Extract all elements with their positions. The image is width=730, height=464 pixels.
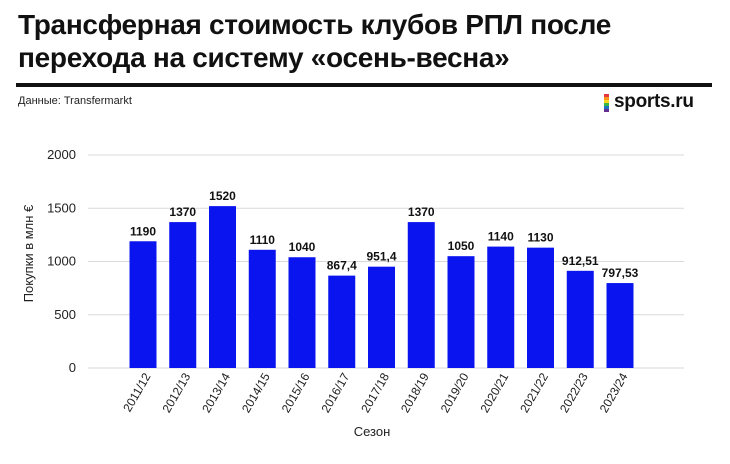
bar <box>248 249 276 368</box>
y-axis-ticks: 0 500 1000 1500 2000 <box>47 147 76 375</box>
bar <box>288 257 316 368</box>
x-tick-label: 2020/21 <box>478 370 512 415</box>
data-label: 912,51 <box>562 254 599 268</box>
bar <box>447 256 475 368</box>
y-tick-label: 1500 <box>47 200 76 215</box>
bar <box>209 206 236 368</box>
chart-title: Трансферная стоимость клубов РПЛ после п… <box>18 9 611 73</box>
x-tick-label: 2021/22 <box>517 370 551 415</box>
bar <box>606 283 634 368</box>
x-tick-label: 2017/18 <box>358 370 392 415</box>
y-tick-label: 500 <box>54 307 76 322</box>
sports-logo-icon <box>604 94 609 112</box>
x-tick-label: 2018/19 <box>398 370 432 415</box>
data-label: 797,53 <box>602 266 639 280</box>
data-label: 1370 <box>169 205 196 219</box>
x-tick-label: 2011/12 <box>120 370 154 414</box>
y-tick-label: 1000 <box>47 254 76 269</box>
x-axis-title: Сезон <box>354 424 391 439</box>
y-axis-title: Покупки в млн € <box>21 204 36 302</box>
x-tick-label: 2023/24 <box>597 370 631 415</box>
data-source: Данные: Transfermarkt <box>18 95 132 107</box>
data-label: 1130 <box>527 231 553 245</box>
bars <box>129 206 634 368</box>
x-tick-label: 2016/17 <box>319 370 353 415</box>
x-tick-label: 2012/13 <box>160 370 194 415</box>
data-label: 1140 <box>488 230 514 244</box>
y-tick-label: 0 <box>69 360 76 375</box>
title-rule <box>16 83 712 87</box>
sports-logo: sports.ru <box>614 91 694 112</box>
bar <box>527 247 554 368</box>
data-label: 1050 <box>448 239 475 253</box>
bar <box>566 270 594 368</box>
x-tick-label: 2019/20 <box>438 370 472 415</box>
x-tick-label: 2014/15 <box>239 370 273 415</box>
data-label: 867,4 <box>327 259 357 273</box>
x-tick-label: 2022/23 <box>557 370 591 415</box>
bar <box>407 222 435 368</box>
data-label: 1110 <box>250 233 276 247</box>
data-label: 951,4 <box>366 250 396 264</box>
bar <box>487 246 515 368</box>
y-tick-label: 2000 <box>47 147 76 162</box>
data-label: 1370 <box>408 205 435 219</box>
data-label: 1190 <box>130 224 156 238</box>
bar <box>368 266 395 368</box>
bar <box>328 275 356 368</box>
data-labels: 1190 1370 1520 1110 1040 867,4 951,4 1370 1050 11… <box>130 189 639 280</box>
x-tick-label: 2015/16 <box>279 370 313 415</box>
bar <box>169 222 197 368</box>
x-tick-label: 2013/14 <box>199 370 233 415</box>
data-label: 1520 <box>209 189 236 203</box>
bar <box>129 241 157 368</box>
x-axis-ticks: 2011/12 2012/13 2013/14 2014/15 2015/16 2016/… <box>120 370 631 415</box>
data-label: 1040 <box>289 240 316 254</box>
